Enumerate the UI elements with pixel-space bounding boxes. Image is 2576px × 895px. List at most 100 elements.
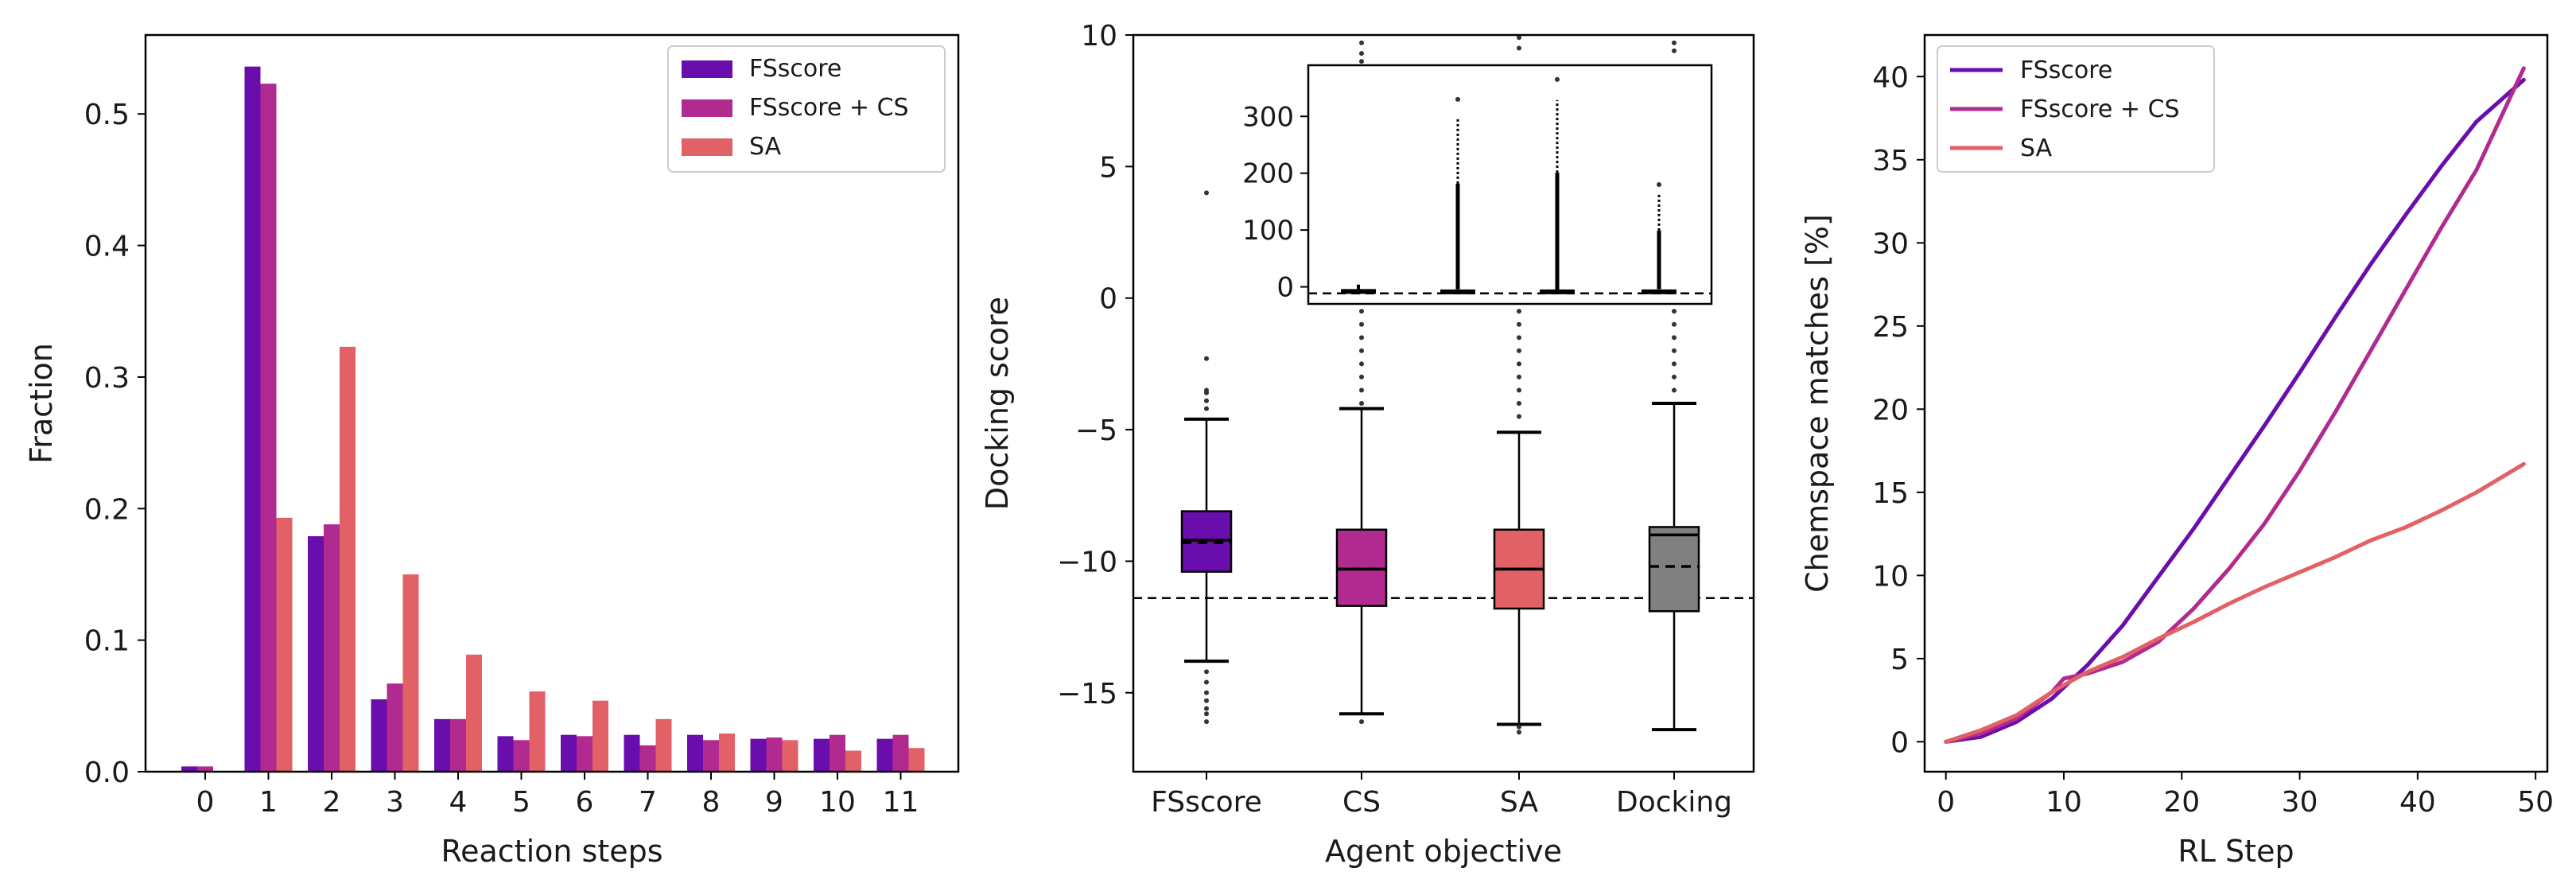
x-tick-label: 3	[386, 786, 404, 819]
bar-fsscore-cs-3	[387, 683, 403, 772]
legend-swatch-1	[682, 99, 732, 117]
bar-fsscore-11	[876, 738, 893, 772]
x-tick-label: 7	[639, 786, 657, 819]
box-body	[1648, 526, 1700, 613]
flier	[1359, 335, 1364, 340]
bar-sa-6	[593, 700, 608, 772]
inset-box-sa	[1540, 76, 1575, 294]
flier	[1517, 348, 1521, 353]
x-tick-label: 8	[702, 786, 721, 819]
flier	[1672, 48, 1677, 53]
x-tick-label: 0	[1937, 786, 1955, 819]
bar-fsscore-cs-7	[639, 745, 656, 772]
y-tick-label: 35	[1872, 145, 1909, 177]
x-tick-label: 10	[2046, 786, 2082, 819]
x-tick-label: 40	[2399, 786, 2436, 819]
line-sa	[1944, 461, 2526, 744]
x-tick-label: 4	[449, 786, 468, 819]
inset-y-tick-label: 0	[1276, 272, 1294, 304]
bar-fsscore-cs-10	[830, 734, 845, 772]
flier	[1517, 35, 1521, 41]
flier	[1517, 730, 1521, 735]
legend-label-2: SA	[749, 133, 782, 161]
flier	[1204, 190, 1209, 196]
bar-fsscore-cs-1	[260, 84, 277, 772]
flier	[1517, 387, 1521, 393]
inset-flier-max	[1555, 76, 1560, 82]
reaction-steps-bar-chart: 0 1 2 3 4 5 6 7 8 9 10 11 0.0 0.1 0.2 0.3 0.4 0.5 Reaction…	[24, 33, 960, 869]
flier	[1204, 356, 1209, 361]
flier	[1204, 698, 1209, 703]
flier	[1359, 361, 1364, 367]
flier	[1672, 335, 1677, 340]
flier	[1359, 719, 1364, 725]
y-tick-label: 0.0	[84, 757, 130, 789]
bar-fsscore-cs-5	[513, 740, 530, 772]
x-tick-label: 50	[2517, 786, 2554, 819]
flier	[1359, 309, 1364, 314]
y-axis-label: Chemspace matches [%]	[1800, 214, 1835, 593]
legend-swatch-2	[682, 138, 732, 156]
bar-sa-4	[466, 654, 482, 772]
y-axis-label: Fraction	[24, 343, 59, 464]
flier	[1672, 387, 1677, 393]
y-tick-label: −5	[1075, 414, 1117, 447]
bar-fsscore-4	[434, 718, 450, 772]
x-tick-label: SA	[1500, 786, 1539, 819]
x-tick-label: 9	[765, 786, 783, 819]
bar-sa-3	[402, 574, 419, 772]
inset: 0 100 200 300	[1242, 64, 1713, 305]
x-tick-label: CS	[1342, 786, 1381, 819]
bar-sa-1	[276, 517, 293, 772]
bar-fsscore-cs-4	[450, 718, 466, 772]
inset-box-fsscore	[1341, 284, 1376, 294]
inset-flier-max	[1657, 182, 1661, 187]
bar-sa-10	[845, 750, 861, 772]
bar-sa-2	[340, 346, 356, 772]
y-tick-label: −10	[1057, 546, 1117, 578]
flier	[1359, 40, 1364, 45]
legend-label-2: SA	[2020, 134, 2053, 162]
x-axis-label: RL Step	[2178, 834, 2294, 869]
x-tick-label: 11	[883, 786, 919, 819]
inset-y-tick-label: 200	[1242, 158, 1294, 190]
bar-fsscore-9	[750, 738, 767, 772]
y-tick-label: 20	[1872, 394, 1909, 426]
y-tick-label: 30	[1872, 228, 1909, 260]
legend-label-0: FSscore	[2020, 56, 2112, 84]
y-tick-label: −15	[1057, 678, 1117, 710]
x-tick-label: 10	[819, 786, 856, 819]
docking-score-box-plot: −15 −10 −5 0 5 10 FSscore CS SA Docking Agent obje…	[980, 20, 1755, 869]
flier	[1517, 401, 1521, 406]
flier	[1672, 374, 1677, 379]
plot-frame	[1132, 33, 1755, 773]
flier	[1204, 711, 1209, 717]
bar-fsscore-1	[244, 66, 261, 772]
bar-sa-11	[908, 748, 925, 772]
bar-fsscore-5	[497, 736, 514, 772]
flier	[1204, 690, 1209, 695]
box-cs	[1335, 40, 1388, 725]
flier	[1204, 679, 1209, 685]
legend: FSscore FSscore + CS SA	[1937, 45, 2215, 173]
flier	[1359, 51, 1364, 56]
plot-frame	[1923, 33, 2549, 773]
flier	[1517, 45, 1521, 51]
flier	[1517, 414, 1521, 419]
flier	[1672, 40, 1677, 45]
legend-label-1: FSscore + CS	[749, 94, 909, 122]
bar-fsscore-3	[371, 699, 387, 772]
flier	[1359, 387, 1364, 393]
bar-sa-7	[655, 718, 672, 772]
y-tick-label: 0.5	[84, 99, 130, 131]
inset-y-tick-label: 100	[1242, 215, 1294, 247]
box-docking	[1648, 40, 1700, 732]
flier	[1672, 348, 1677, 353]
bar-sa-5	[529, 691, 546, 772]
x-axis-label: Agent objective	[1325, 834, 1562, 869]
inset-y-tick-label: 300	[1242, 101, 1294, 133]
bar-fsscore-cs-8	[703, 740, 719, 772]
flier	[1517, 335, 1521, 340]
flier	[1204, 706, 1209, 711]
